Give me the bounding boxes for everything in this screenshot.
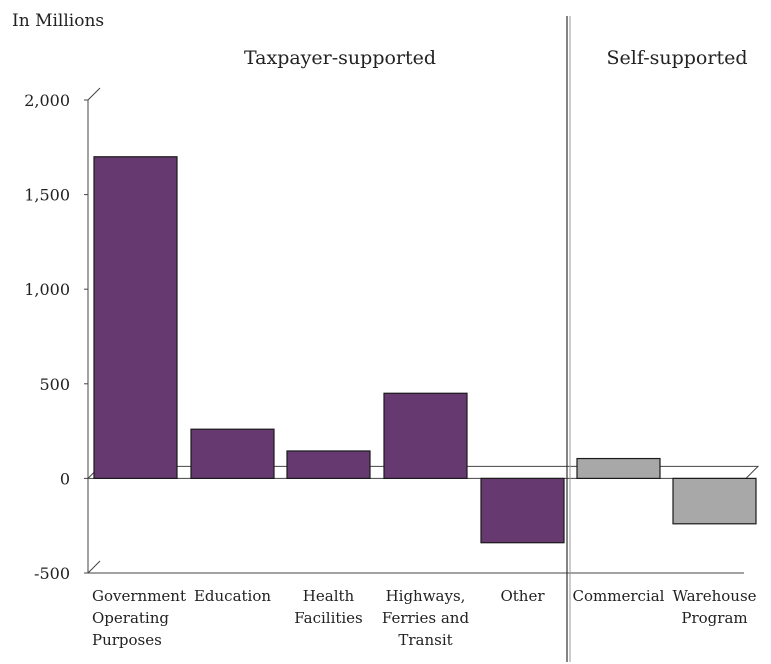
chart-frame xyxy=(86,87,760,574)
group-label-taxpayer: Taxpayer-supported xyxy=(244,47,436,69)
unit-label: In Millions xyxy=(12,11,104,31)
y-tick-label: 2,000 xyxy=(24,91,70,110)
y-tick-label: 0 xyxy=(60,469,70,488)
group-label-self: Self-supported xyxy=(607,47,748,69)
bar xyxy=(190,428,275,480)
bar xyxy=(480,477,565,544)
bar xyxy=(286,450,371,480)
category-label: Commercial xyxy=(573,587,665,605)
y-tick-label: -500 xyxy=(34,564,70,583)
group-divider xyxy=(566,16,571,662)
category-label: Government xyxy=(92,587,186,605)
category-label: Warehouse xyxy=(672,587,756,605)
category-labels: Government Operating Purposes Education Heal… xyxy=(92,587,757,649)
group-labels: Taxpayer-supported Self-supported xyxy=(244,47,748,69)
y-tick-label: 1,000 xyxy=(24,280,70,299)
category-label: Other xyxy=(500,587,545,605)
category-label: Highways, xyxy=(386,587,466,605)
bar xyxy=(576,457,661,479)
bar xyxy=(672,477,757,525)
y-tick-label: 500 xyxy=(39,375,70,394)
category-label: Facilities xyxy=(294,609,363,627)
category-label: Transit xyxy=(398,631,452,649)
bar xyxy=(383,392,468,480)
category-label: Program xyxy=(681,609,747,627)
floor-depth-line xyxy=(87,560,101,574)
category-label: Operating xyxy=(92,609,169,627)
y-tick-label: 1,500 xyxy=(24,186,70,205)
category-label: Purposes xyxy=(92,631,162,649)
category-label: Education xyxy=(194,587,271,605)
bars xyxy=(93,156,757,544)
category-label: Ferries and xyxy=(382,609,470,627)
bar xyxy=(93,156,178,480)
category-label: Health xyxy=(303,587,355,605)
y-axis-ticks: 2,000 1,500 1,000 500 0 -500 xyxy=(24,91,88,583)
